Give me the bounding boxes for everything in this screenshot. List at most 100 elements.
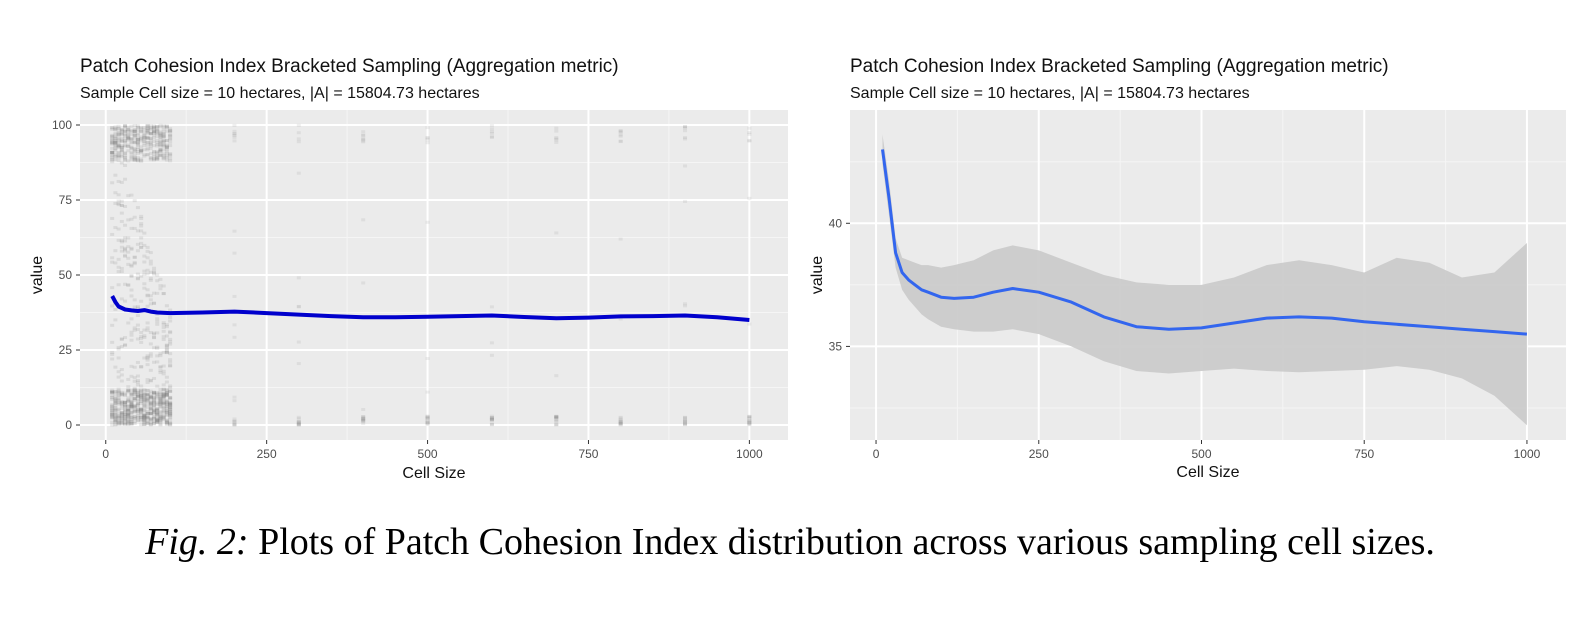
data-point [132,159,137,163]
data-point [145,409,150,413]
data-point [126,283,131,287]
data-point [126,149,131,153]
data-point [152,390,157,394]
data-point [747,421,752,425]
data-point [132,388,137,392]
data-point [123,125,128,129]
data-point [132,404,137,408]
data-point [110,150,115,154]
data-point [132,376,137,380]
data-point [116,124,121,128]
data-point [116,370,121,374]
data-point [296,420,301,424]
data-point [139,340,144,344]
data-point [361,415,366,419]
data-point [148,395,153,399]
data-point [145,143,150,147]
data-point [135,408,140,412]
data-point [747,415,752,419]
data-point [618,423,623,427]
data-point [110,133,115,137]
data-point [158,387,163,391]
data-point [139,236,144,240]
grid [80,110,788,440]
data-point [425,141,430,145]
data-point [361,415,366,419]
data-point [155,395,160,399]
data-point [158,125,163,129]
data-point [116,141,121,145]
data-point [145,412,150,416]
data-point [145,415,150,419]
data-point [129,288,134,292]
data-point [126,412,131,416]
data-point [135,402,140,406]
data-point [158,395,163,399]
data-point [164,150,169,154]
data-point [145,129,150,133]
data-point [110,140,115,144]
data-point [116,155,121,159]
data-point [139,410,144,414]
data-point [683,304,688,308]
data-point [126,412,131,416]
data-point [123,282,128,286]
data-point [110,323,115,327]
data-point [164,139,169,143]
data-point [113,155,118,159]
data-point [148,423,153,427]
data-point [132,129,137,133]
data-point [139,245,144,249]
data-point [296,140,301,144]
data-point [123,140,128,144]
data-point [152,125,157,129]
data-point [119,337,124,341]
data-point [129,156,134,160]
data-point [135,140,140,144]
data-point [123,134,128,138]
data-point [361,408,366,412]
data-point [232,135,237,139]
data-point [110,396,115,400]
data-point [119,245,124,249]
data-point [139,407,144,411]
data-point [123,159,128,163]
data-point [116,238,121,242]
data-point [161,399,166,403]
data-point [132,404,137,408]
data-point [158,148,163,152]
data-point [164,408,169,412]
data-point [116,133,121,137]
data-point [361,218,366,222]
data-point [425,136,430,140]
data-point [155,273,160,277]
data-point [148,408,153,412]
data-points [110,123,752,427]
data-point [164,403,169,407]
data-point [113,249,118,253]
data-point [168,308,173,312]
data-point [164,400,169,404]
data-point [164,350,169,354]
data-point [132,215,137,219]
data-point [554,415,559,419]
data-point [164,345,169,349]
data-point [129,422,134,426]
data-point [139,393,144,397]
x-tick-label: 0 [873,447,880,461]
data-point [161,415,166,419]
data-point [152,126,157,130]
data-point [164,420,169,424]
data-point [145,146,150,150]
data-point [161,372,166,376]
data-point [113,395,118,399]
data-point [168,402,173,406]
data-point [129,129,134,133]
data-point [161,135,166,139]
data-point [129,138,134,142]
data-point [168,364,173,368]
data-point [158,416,163,420]
data-point [145,396,150,400]
data-point [116,203,121,207]
data-point [129,152,134,156]
